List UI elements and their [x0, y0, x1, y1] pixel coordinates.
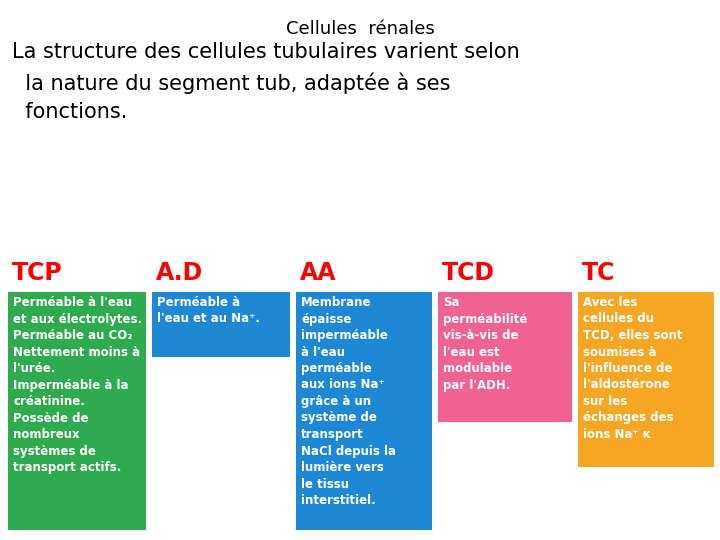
Text: TC: TC: [582, 261, 616, 285]
Text: Sa
perméabilité
vis-à-vis de
l'eau est
modulable
par l'ADH.: Sa perméabilité vis-à-vis de l'eau est m…: [443, 296, 527, 392]
Text: AA: AA: [300, 261, 336, 285]
Text: fonctions.: fonctions.: [12, 102, 127, 122]
Bar: [8, 292, 146, 530]
Text: Cellules  rénales: Cellules rénales: [286, 20, 434, 38]
Text: Perméable à
l'eau et au Na⁺.: Perméable à l'eau et au Na⁺.: [157, 296, 260, 326]
Bar: [438, 292, 572, 422]
Text: TCP: TCP: [12, 261, 63, 285]
Text: Avec les
cellules du
TCD, elles sont
soumises à
l'influence de
l'aldostérone
sur: Avec les cellules du TCD, elles sont sou…: [583, 296, 683, 441]
Text: La structure des cellules tubulaires varient selon: La structure des cellules tubulaires var…: [12, 42, 520, 62]
Bar: [578, 292, 714, 467]
Text: A.D: A.D: [156, 261, 203, 285]
Text: Perméable à l'eau
et aux électrolytes.
Perméable au CO₂
Nettement moins à
l'urée: Perméable à l'eau et aux électrolytes. P…: [13, 296, 142, 474]
Bar: [578, 467, 714, 530]
Bar: [152, 357, 290, 530]
Text: TCD: TCD: [442, 261, 495, 285]
Bar: [296, 292, 432, 530]
Bar: [152, 292, 290, 357]
Text: la nature du segment tub, adaptée à ses: la nature du segment tub, adaptée à ses: [12, 72, 451, 93]
Bar: [438, 422, 572, 530]
Text: Membrane
épaisse
imperméable
à l'eau
perméable
aux ions Na⁺
grâce à un
système d: Membrane épaisse imperméable à l'eau per…: [301, 296, 396, 507]
